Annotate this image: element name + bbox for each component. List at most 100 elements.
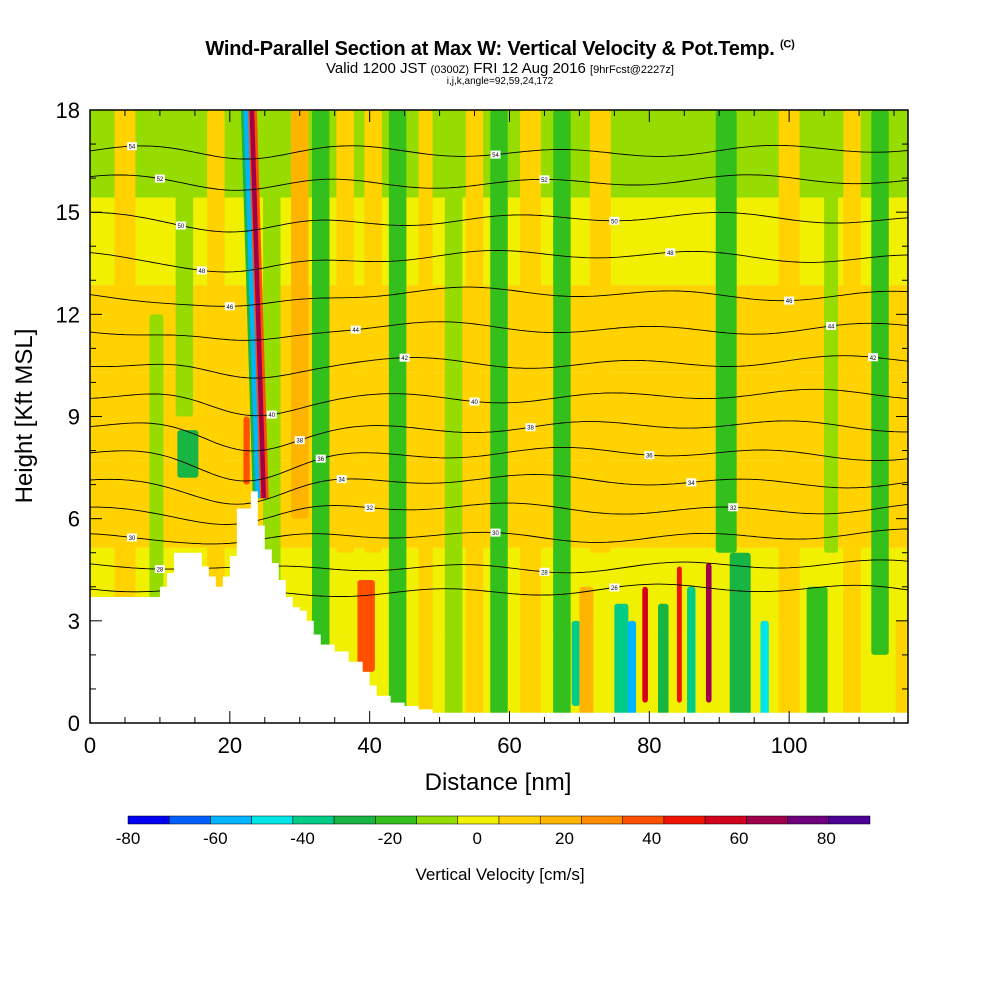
w-column bbox=[871, 110, 889, 655]
y-tick-label: 3 bbox=[68, 609, 80, 634]
y-tick-label: 18 bbox=[56, 98, 80, 123]
isentrope-label-bg bbox=[126, 533, 137, 542]
isentrope-label-bg bbox=[175, 221, 186, 230]
isentrope-line bbox=[90, 420, 908, 452]
isentrope-label: 28 bbox=[541, 570, 548, 576]
isentrope-label-bg bbox=[154, 565, 165, 574]
w-column bbox=[418, 110, 433, 723]
w-column bbox=[114, 110, 136, 723]
chart-grid-info: i,j,k,angle=92,59,24,172 bbox=[446, 76, 554, 87]
isentrope-label-bg bbox=[868, 353, 879, 362]
y-tick-label: 9 bbox=[68, 405, 80, 430]
isentrope-label: 54 bbox=[129, 145, 136, 151]
w-column bbox=[519, 110, 541, 723]
isentrope-label: 30 bbox=[492, 531, 499, 537]
w-column bbox=[715, 110, 737, 553]
w-column bbox=[263, 110, 281, 604]
isentrope-label: 40 bbox=[471, 400, 478, 406]
isentrope-label-bg bbox=[469, 397, 480, 406]
w-column bbox=[806, 586, 828, 723]
colorbar-swatch bbox=[539, 815, 582, 825]
colorbar-swatch bbox=[333, 815, 376, 825]
w-column bbox=[614, 603, 629, 723]
w-column bbox=[553, 110, 571, 723]
w-column bbox=[824, 110, 839, 553]
isentrope-label-bg bbox=[665, 248, 676, 257]
isentrope-label-bg bbox=[490, 528, 501, 537]
colorbar-swatch bbox=[416, 815, 459, 825]
isentrope-label: 36 bbox=[317, 457, 324, 463]
isentrope-label: 40 bbox=[268, 413, 275, 419]
isentrope-label: 38 bbox=[527, 426, 534, 432]
w-column bbox=[175, 110, 194, 417]
y-tick-label: 6 bbox=[68, 507, 80, 532]
isentrope-label-bg bbox=[686, 478, 697, 487]
isentrope-label: 36 bbox=[646, 454, 653, 460]
x-tick-label: 100 bbox=[771, 733, 808, 758]
colorbar-swatch bbox=[746, 815, 788, 825]
w-column bbox=[658, 603, 669, 723]
colorbar-label: Vertical Velocity [cm/s] bbox=[415, 865, 584, 884]
isentrope-label-bg bbox=[224, 302, 235, 311]
terrain-mask bbox=[90, 491, 908, 723]
isentrope-label-bg bbox=[364, 503, 375, 512]
x-tick-label: 20 bbox=[218, 733, 242, 758]
isentrope-line bbox=[90, 212, 908, 233]
colorbar-tick-label: 0 bbox=[472, 829, 481, 848]
w-column bbox=[207, 110, 225, 587]
isentrope-label: 46 bbox=[226, 305, 233, 311]
isentrope-line bbox=[90, 474, 908, 505]
isentrope-line bbox=[90, 559, 908, 574]
colorbar-swatch bbox=[498, 815, 541, 825]
colorbar-swatch bbox=[581, 815, 623, 825]
w-column bbox=[729, 552, 751, 723]
colorbar-swatch bbox=[375, 815, 417, 825]
colorbar-tick-label: 20 bbox=[555, 829, 574, 848]
isentrope-label: 30 bbox=[129, 536, 136, 542]
colorbar-swatch bbox=[457, 815, 500, 825]
isentrope-label: 48 bbox=[667, 251, 674, 257]
w-column bbox=[571, 620, 581, 706]
isentrope-label-bg bbox=[315, 454, 326, 463]
colorbar-swatch bbox=[828, 815, 871, 825]
y-tick-label: 0 bbox=[68, 711, 80, 736]
isentrope-label-bg bbox=[728, 503, 739, 512]
colorbar-tick-label: -60 bbox=[203, 829, 228, 848]
w-column bbox=[177, 430, 199, 478]
isentrope-label-bg bbox=[826, 321, 837, 330]
w-column bbox=[687, 586, 696, 723]
isentrope-label: 54 bbox=[492, 153, 499, 159]
isentrope-label-bg bbox=[350, 325, 361, 334]
isentrope-line bbox=[90, 321, 908, 341]
colorbar-tick-label: 80 bbox=[817, 829, 836, 848]
w-column bbox=[291, 110, 309, 519]
colorbar-tick-label: -20 bbox=[378, 829, 403, 848]
isentrope-label-bg bbox=[609, 216, 620, 225]
isentrope-label: 44 bbox=[828, 324, 835, 330]
isentrope-label: 52 bbox=[541, 178, 548, 184]
isentrope-label-bg bbox=[539, 567, 550, 576]
isentrope-line bbox=[90, 502, 908, 525]
isentrope-label: 50 bbox=[611, 219, 618, 225]
w-column bbox=[705, 562, 712, 703]
isentrope-label-bg bbox=[154, 174, 165, 183]
x-tick-label: 60 bbox=[497, 733, 521, 758]
downdraft-core bbox=[243, 110, 261, 499]
isentrope-label-bg bbox=[525, 423, 536, 432]
isentrope-line bbox=[90, 174, 908, 191]
isentrope-label-bg bbox=[336, 475, 347, 484]
isentrope-label: 28 bbox=[157, 568, 164, 574]
isentrope-label: 42 bbox=[870, 356, 877, 362]
chart-subtitle: Valid 1200 JST (0300Z) FRI 12 Aug 2016 [… bbox=[326, 60, 674, 77]
isentrope-line bbox=[90, 388, 908, 417]
isentrope-label: 42 bbox=[401, 356, 408, 362]
isentrope-line bbox=[90, 446, 908, 482]
w-column bbox=[357, 579, 375, 672]
isentrope-label: 32 bbox=[366, 506, 373, 512]
colorbar-swatch bbox=[663, 815, 706, 825]
isentrope-label: 48 bbox=[199, 269, 206, 275]
colorbar-swatch bbox=[622, 815, 665, 825]
